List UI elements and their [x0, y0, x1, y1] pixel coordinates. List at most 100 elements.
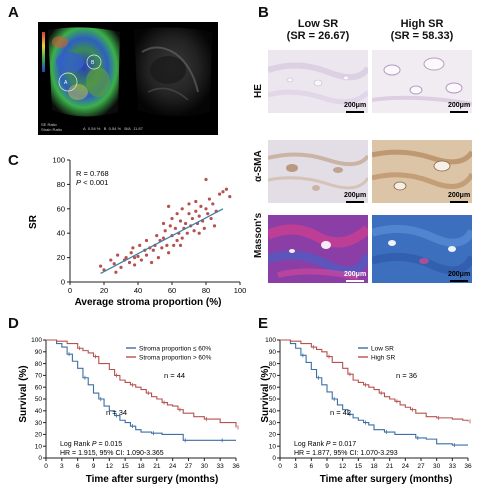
scatter-point [160, 246, 164, 250]
scatter-fit-line [100, 208, 224, 274]
x-tick-label: 6 [76, 463, 80, 470]
scale-he-high: 200μm [448, 102, 471, 109]
scatter-point [172, 243, 176, 247]
y-tick-label: 10 [35, 443, 43, 450]
y-tick-label: 30 [35, 420, 43, 427]
scatter-point [187, 202, 191, 206]
scatter-y-axis-label: SR [28, 214, 39, 229]
scatter-point [204, 177, 208, 182]
scale-bar-masson-low [346, 280, 364, 282]
p-value: < 0.001 [81, 178, 108, 187]
x-tick-label: 15 [122, 463, 130, 470]
row-label-he: HE [253, 84, 264, 98]
y-tick-label: 20 [269, 432, 277, 439]
scatter-point [133, 256, 137, 260]
y-tick-label: 0 [61, 278, 65, 287]
y-tick-label: 70 [269, 373, 277, 380]
scatter-point [144, 253, 149, 257]
y-tick-label: 0 [272, 455, 276, 462]
y-tick-label: 70 [35, 373, 43, 380]
km-n-lower: n = 34 [106, 408, 127, 417]
y-tick-label: 60 [269, 384, 277, 391]
scatter-point [127, 260, 132, 265]
x-tick-label: 33 [217, 463, 225, 470]
scatter-point [197, 214, 201, 218]
km-lines [46, 339, 239, 443]
x-tick-label: 100 [234, 286, 247, 295]
km-chart-sr: 0 3 6 9 12 15 18 21 24 27 30 33 36010203040506070809… [260, 337, 472, 485]
scatter-point [167, 204, 171, 208]
km-curve [280, 339, 468, 446]
asma-high-sr-image [372, 140, 472, 203]
scale-bar-masson-high [450, 280, 468, 282]
scatter-point [112, 262, 116, 266]
scatter-annotation-p: P < 0.001 [76, 178, 108, 187]
km-legend: Stroma proportion ≤ 60% Stroma proportion… [126, 346, 212, 362]
masson-high-sr-image [372, 215, 472, 283]
km-x-axis-label: Time after surgery (months) [320, 474, 453, 485]
logrank-p: P [326, 441, 331, 448]
scatter-point [190, 216, 194, 221]
y-tick-label: 90 [35, 349, 43, 356]
km-axes: 0 3 6 9 12 15 18 21 24 27 30 33 36010203040506070809… [265, 337, 472, 470]
scatter-axes: 0 20 40 60 80 100 0 20 40 60 80 100 [52, 156, 246, 296]
scatter-point [133, 263, 137, 267]
x-tick-label: 18 [370, 463, 378, 470]
elastography-values: A 0.54 % B 0.54 % B/A 11.87 [83, 126, 143, 131]
x-tick-label: 27 [185, 463, 193, 470]
elastography-color-map: A B [42, 27, 120, 117]
y-tick-label: 80 [269, 361, 277, 368]
y-tick-label: 30 [269, 420, 277, 427]
km-y-axis-label: Survival (%) [260, 365, 271, 422]
y-tick-label: 10 [269, 443, 277, 450]
col-high-sr-title: High SR (SR = 58.33) [372, 18, 472, 42]
x-tick-label: 24 [402, 463, 410, 470]
value-ratio-label: B/A [124, 126, 131, 131]
scatter-point [161, 236, 166, 240]
scatter-point [207, 197, 211, 201]
scatter-point [228, 195, 232, 199]
km-axes: 0 3 6 9 12 15 18 21 24 27 30 33 36010203040506070809… [31, 337, 240, 470]
x-tick-label: 21 [386, 463, 394, 470]
scale-bar-he-low [346, 111, 364, 113]
x-tick-label: 40 [134, 286, 142, 295]
scatter-point [161, 221, 166, 226]
scatter-point [144, 238, 149, 243]
scale-masson-high: 200μm [448, 271, 471, 278]
km-curve [280, 339, 469, 422]
y-tick-label: 40 [35, 408, 43, 415]
scatter-point [119, 265, 123, 269]
high-sr-value: (SR = 58.33) [390, 30, 454, 42]
scale-masson-low: 200μm [344, 271, 367, 278]
scatter-point [175, 212, 179, 216]
scatter-point [138, 243, 142, 247]
scale-bar-asma-low [346, 201, 364, 203]
legend-label: High SR [371, 355, 396, 362]
scale-bar-asma-high [450, 201, 468, 203]
scatter-point [209, 216, 213, 221]
svg-text:B: B [91, 60, 95, 66]
scatter-point [136, 254, 140, 258]
scatter-point [131, 246, 135, 250]
elastography-image: A B SE Ratio Strain Ratio A 0.54 % B 0.5… [38, 22, 218, 135]
x-tick-label: 12 [339, 463, 347, 470]
scatter-point [170, 216, 174, 221]
km-chart-stroma: 0 3 6 9 12 15 18 21 24 27 30 33 36010203040506070809… [18, 337, 240, 485]
scatter-point [197, 231, 201, 235]
value-a-label: A [83, 126, 86, 131]
scatter-point [192, 229, 196, 233]
x-tick-label: 24 [169, 463, 177, 470]
low-sr-title: Low SR [297, 18, 339, 30]
scatter-chart: 0 20 40 60 80 100 0 20 40 60 80 100 Average stroma … [28, 156, 246, 309]
scatter-point [206, 212, 210, 216]
km-hr: HR = 1.877, 95% CI: 1.070-3.293 [294, 450, 398, 457]
scale-asma-high: 200μm [448, 192, 471, 199]
km-y-axis-label: Survival (%) [18, 365, 29, 422]
x-tick-label: 0 [68, 286, 72, 295]
p-symbol: P [76, 178, 81, 187]
x-tick-label: 9 [92, 463, 96, 470]
y-tick-label: 80 [35, 361, 43, 368]
y-tick-label: 100 [52, 156, 65, 165]
scatter-point [185, 231, 189, 235]
x-tick-label: 0 [44, 463, 48, 470]
